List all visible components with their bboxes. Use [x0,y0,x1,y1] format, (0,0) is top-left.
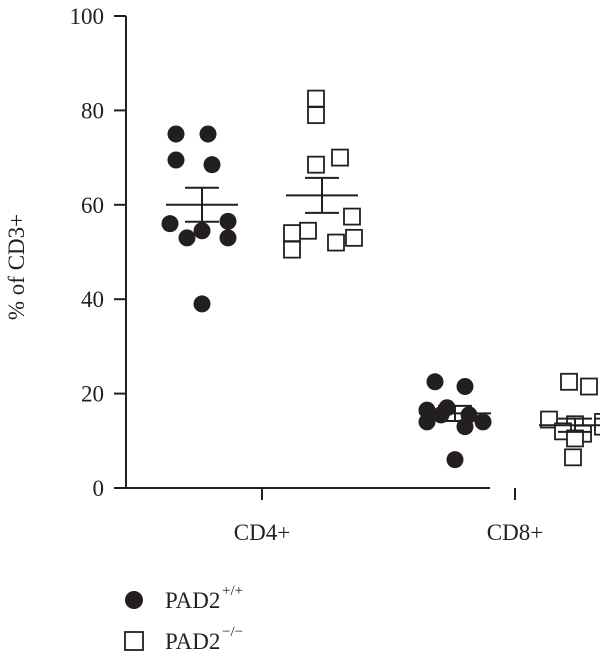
data-point [307,106,325,125]
data-point [474,413,492,431]
data-point [283,240,301,259]
legend-label: PAD2 [165,629,220,654]
data-point [343,207,361,226]
y-tick-label: 60 [81,193,104,218]
legend-marker [125,591,143,609]
data-point [327,233,345,252]
y-tick-label: 100 [70,4,105,29]
category-label: CD4+ [234,520,290,545]
legend: PAD2 +/+PAD2 −/− [124,583,243,654]
data-point [161,215,179,233]
data-point [564,448,582,467]
data-point [418,413,436,431]
data-point [456,378,474,396]
data-point [307,155,325,174]
data-point [283,224,301,243]
data-point [193,295,211,313]
legend-label: PAD2 [165,588,220,613]
y-tick-label: 80 [81,98,104,123]
data-point [219,229,237,247]
data-point [331,148,349,167]
category-labels: CD4+ CD8+ [234,520,543,545]
category-label: CD8+ [487,520,543,545]
data-point [456,418,474,436]
legend-superscript: +/+ [222,583,243,599]
axes [125,16,516,500]
mean-sem-bars [166,176,600,433]
data-point [566,429,584,448]
data-point [560,372,578,391]
data-points [161,89,600,469]
data-point [203,156,221,174]
y-tick-label: 40 [81,287,104,312]
data-point [299,221,317,240]
legend-marker [124,631,144,651]
data-point [193,222,211,240]
y-axis-ticks: 0 20 40 60 80 100 [70,4,126,501]
data-point [167,125,185,143]
data-point [307,89,325,108]
data-point [594,417,600,436]
data-point [345,228,363,247]
data-point [540,410,558,429]
data-point [426,373,444,391]
data-point [167,151,185,169]
legend-superscript: −/− [222,624,243,640]
y-tick-label: 0 [93,476,105,501]
data-point [219,212,237,230]
data-point [580,377,598,396]
y-tick-label: 20 [81,382,104,407]
data-point [446,451,464,469]
y-axis-title: % of CD3+ [4,214,29,320]
data-point [432,406,450,424]
data-point [178,229,196,247]
data-point [199,125,217,143]
